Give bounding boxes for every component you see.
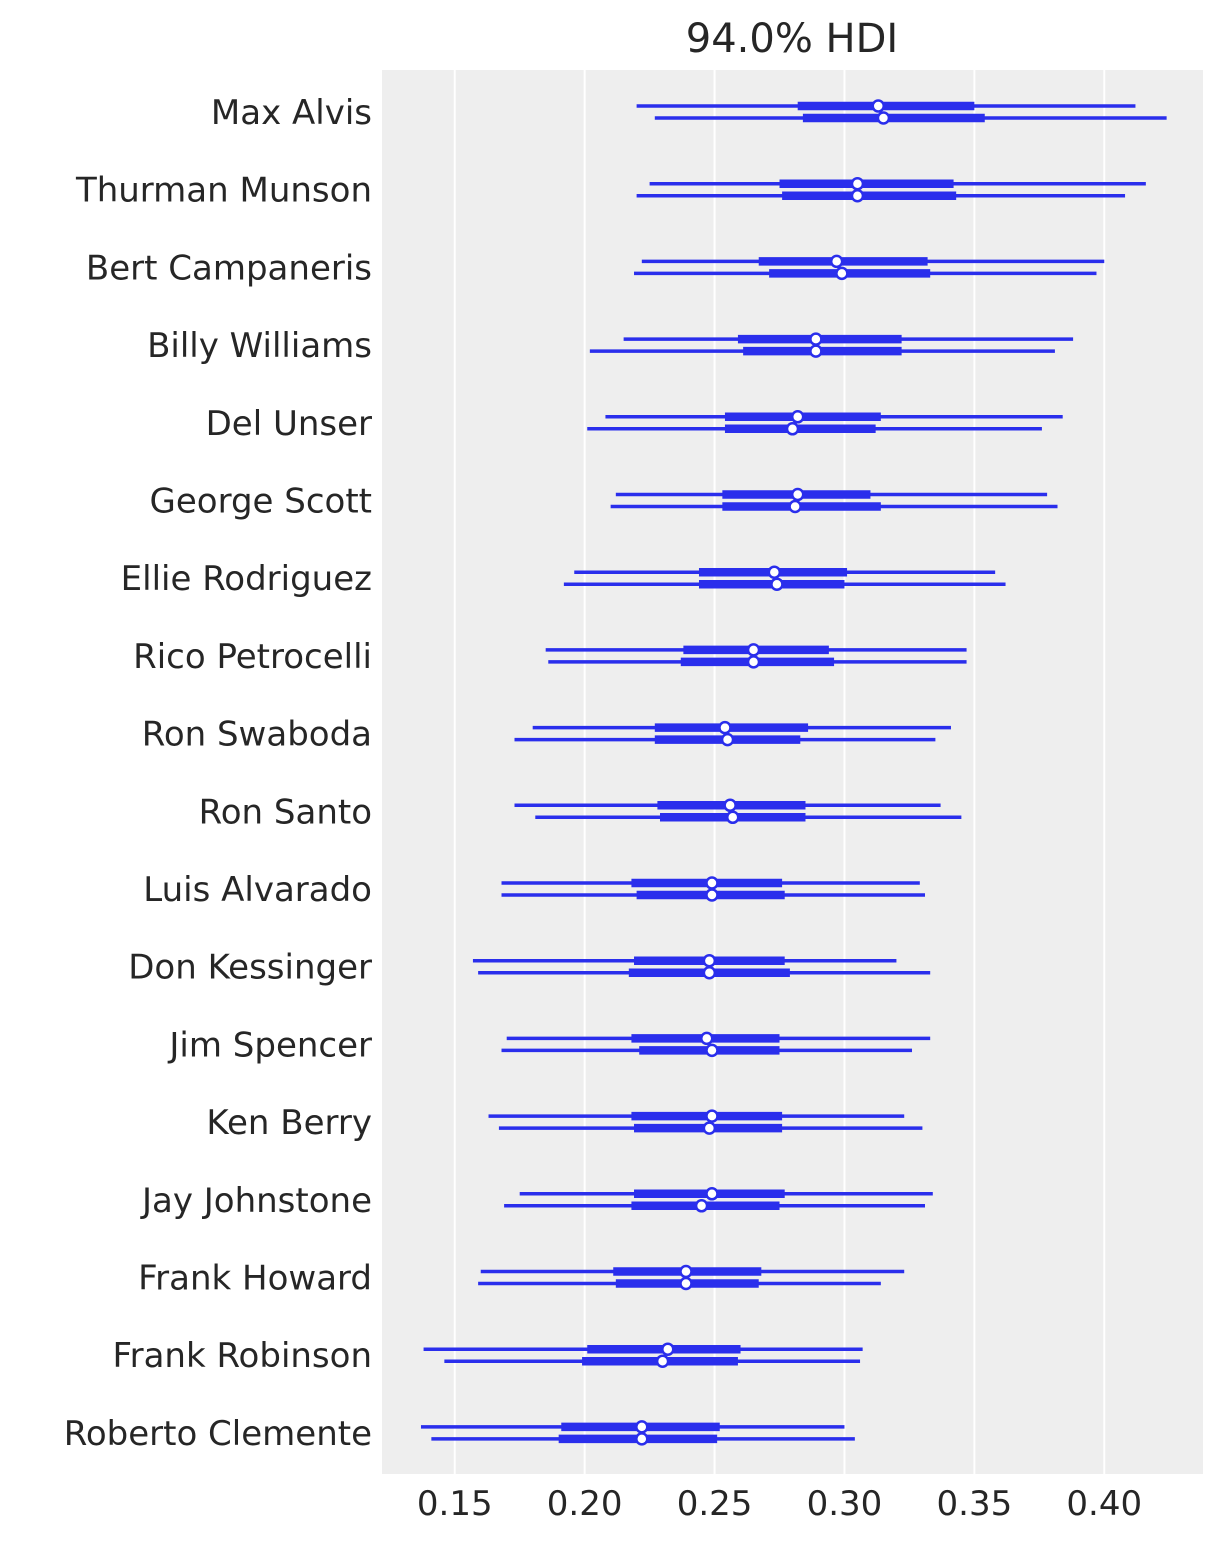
x-tick-label: 0.30 [807,1484,883,1524]
row-label: Luis Alvarado [143,870,372,910]
median-point [790,410,805,424]
median-point [705,1109,719,1123]
median-point [655,1354,670,1368]
median-point [661,1342,675,1356]
forest-row [472,953,931,980]
median-point [835,266,849,281]
forest-row [504,1187,933,1213]
median-point [705,876,719,890]
median-point [829,254,844,269]
forest-row [589,332,1074,358]
median-point [702,1121,717,1135]
median-point [850,188,865,203]
median-point [876,111,891,125]
forest-row [636,99,1167,125]
median-point [850,176,865,191]
median-point [702,965,717,980]
median-point [871,99,885,113]
chart-title: 94.0% HDI [686,16,898,62]
row-label: Frank Robinson [113,1336,372,1376]
row-label: Ron Swaboda [142,715,372,755]
median-point [718,720,732,735]
median-point [790,487,805,502]
row-label: Jim Spencer [167,1025,372,1065]
median-point [809,332,823,346]
plot-background [382,70,1203,1474]
median-point [723,798,737,813]
forest-row [420,1420,855,1446]
forest-row [501,1031,931,1058]
row-label: Thurman Munson [75,171,372,211]
median-point [770,577,784,591]
median-point [702,953,717,968]
hdi-intervals [420,99,1167,1446]
row-label: Don Kessinger [128,948,372,988]
forest-row [587,410,1063,436]
median-point [635,1432,649,1446]
row-label: Rico Petrocelli [133,637,372,677]
row-label: Ken Berry [206,1103,372,1143]
row-label: Del Unser [206,404,372,444]
forest-row [610,487,1058,514]
row-label: Max Alvis [211,93,372,133]
median-point [767,565,782,579]
median-point [694,1199,709,1213]
median-point [705,888,719,902]
row-label: Ron Santo [199,792,372,832]
forest-row [514,798,962,825]
row-label: George Scott [150,482,373,522]
row-label: Billy Williams [147,326,372,366]
x-axis-tick-labels: 0.15 0.20 0.25 0.30 0.35 0.40 [417,1484,1142,1524]
x-tick-label: 0.15 [417,1484,493,1524]
forest-row [478,1264,905,1291]
median-point [725,810,740,825]
median-point [809,344,823,358]
forest-row [423,1342,863,1368]
x-tick-label: 0.35 [937,1484,1013,1524]
median-point [785,422,800,436]
x-tick-label: 0.20 [547,1484,623,1524]
median-point [720,732,735,747]
forest-row [501,876,926,902]
row-label: Frank Howard [138,1259,372,1299]
x-tick-label: 0.25 [677,1484,753,1524]
grid-lines [453,70,1106,1474]
forest-row [634,254,1105,281]
row-label: Ellie Rodriguez [121,559,372,599]
median-point [700,1031,714,1046]
row-labels: Max Alvis Thurman Munson Bert Campaneris Bi… [64,93,372,1454]
row-label: Roberto Clemente [64,1414,372,1454]
median-point [705,1187,719,1201]
median-point [679,1276,693,1291]
row-label: Bert Campaneris [86,248,372,288]
forest-row [563,565,1006,591]
forest-row [514,720,951,747]
median-point [746,643,761,657]
median-point [788,499,802,514]
median-point [635,1420,649,1434]
row-label: Jay Johnstone [140,1181,372,1221]
x-tick-label: 0.40 [1066,1484,1142,1524]
forest-row [488,1109,923,1135]
median-point [705,1043,719,1058]
forest-row [636,176,1146,203]
median-point [746,655,761,669]
median-point [679,1264,693,1279]
forest-row [545,643,967,669]
